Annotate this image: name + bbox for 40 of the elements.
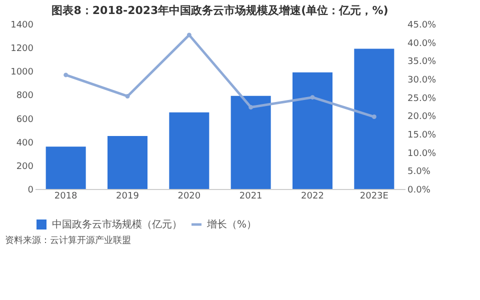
y2-tick-label: 45.0% <box>408 20 437 30</box>
y-tick-label: 1200 <box>10 44 34 54</box>
x-tick-label: 2019 <box>116 192 140 202</box>
y-tick-label: 400 <box>16 138 34 148</box>
y2-tick-label: 0.0% <box>408 186 431 196</box>
y-tick-label: 1000 <box>10 68 34 78</box>
chart-title: 图表8：2018-2023年中国政务云市场规模及增速(单位：亿元，%) <box>52 4 388 17</box>
point <box>186 32 192 38</box>
bar <box>354 48 394 189</box>
point <box>248 105 254 110</box>
point <box>310 95 315 100</box>
y-tick-label: 600 <box>16 114 34 125</box>
y-tick-label: 1400 <box>10 20 34 30</box>
legend-label: 中国政务云市场规模（亿元） <box>52 218 182 230</box>
legend-label: 增长（%） <box>206 218 257 230</box>
y-tick-label: 200 <box>16 162 34 172</box>
y-tick-label: 0 <box>28 186 34 196</box>
y-tick-label: 800 <box>16 91 34 102</box>
bar <box>230 96 271 189</box>
bar <box>292 72 332 189</box>
bar <box>108 136 148 189</box>
text: 资料来源：云计算开源产业联盟 <box>5 235 131 246</box>
y2-tick-label: 10.0% <box>408 148 437 159</box>
bar <box>46 146 86 189</box>
point <box>372 114 376 119</box>
x-tick-label: 2022 <box>301 192 324 202</box>
y2-tick-label: 40.0% <box>408 38 437 49</box>
y2-tick-label: 25.0% <box>408 94 437 104</box>
bar <box>169 112 210 189</box>
point <box>64 72 68 78</box>
x-tick-label: 2018 <box>54 192 78 202</box>
y2-tick-label: 20.0% <box>408 112 437 122</box>
y2-tick-label: 35.0% <box>408 57 437 68</box>
x-tick-label: 2020 <box>178 192 201 202</box>
point <box>125 94 130 98</box>
x-tick-label: 2023E <box>360 192 389 202</box>
y2-tick-label: 15.0% <box>408 130 437 140</box>
x-tick-label: 2021 <box>239 192 262 202</box>
y2-tick-label: 30.0% <box>408 76 437 86</box>
y2-tick-label: 5.0% <box>408 167 431 178</box>
